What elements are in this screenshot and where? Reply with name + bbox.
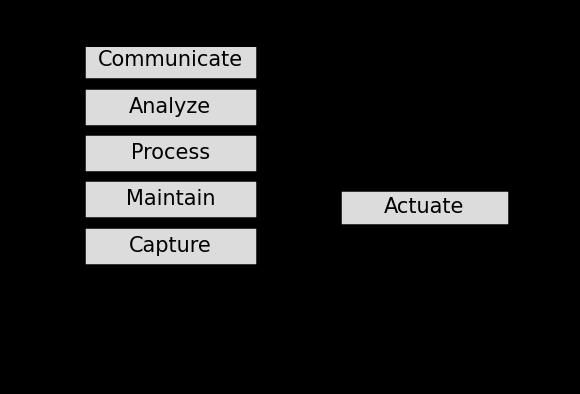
Bar	[340, 190, 509, 225]
Bar	[84, 41, 257, 79]
Bar	[84, 134, 257, 172]
Text: Process: Process	[130, 143, 210, 163]
Bar	[84, 87, 257, 126]
Text: Capture: Capture	[129, 236, 212, 256]
Bar	[84, 180, 257, 218]
Text: Communicate: Communicate	[97, 50, 243, 70]
Text: Maintain: Maintain	[125, 190, 215, 210]
Text: Analyze: Analyze	[129, 97, 211, 117]
Bar	[84, 227, 257, 265]
Text: Actuate: Actuate	[384, 197, 465, 217]
